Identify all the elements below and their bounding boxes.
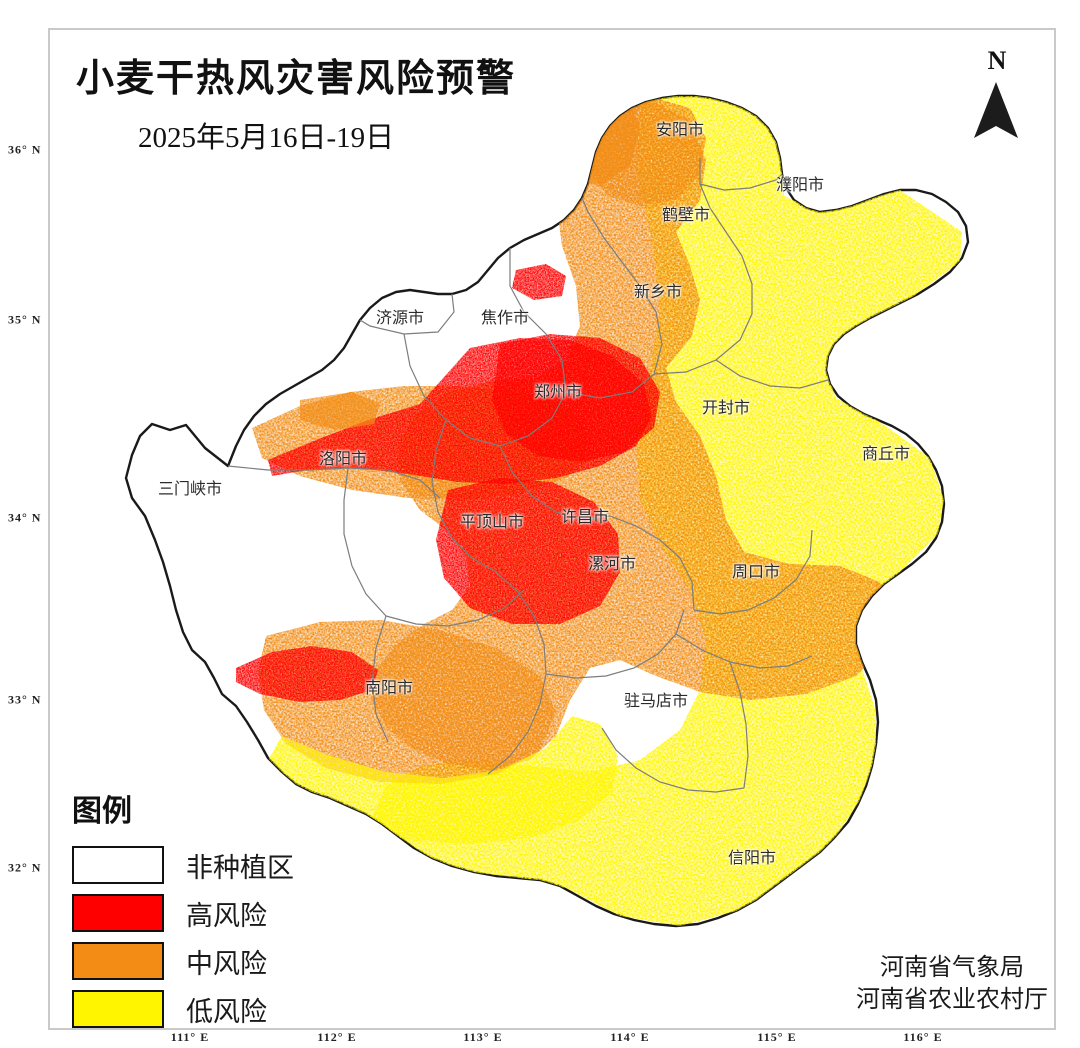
legend-title: 图例: [72, 794, 132, 829]
high-risk-zone-pingdingshan: [436, 478, 620, 624]
city-label-7: 开封市: [701, 398, 751, 417]
high-risk-zone-zhengzhou: [492, 334, 660, 462]
legend-swatch-high-risk: [72, 894, 164, 932]
legend-label-high-risk: 高风险: [186, 900, 267, 931]
north-arrow: N: [962, 48, 1032, 144]
latitude-tick-label: 36° N: [8, 142, 42, 157]
city-label-5: 焦作市: [480, 308, 530, 327]
longitude-tick-label: 112° E: [317, 1030, 357, 1044]
longitude-tick-label: 113° E: [463, 1030, 503, 1044]
legend-item-non-planting: 非种植区: [72, 844, 362, 886]
city-label-9: 商丘市: [861, 444, 911, 463]
prefecture-boundaries: [227, 158, 945, 793]
legend-swatch-medium-risk: [72, 942, 164, 980]
legend-label-low-risk: 低风险: [186, 996, 267, 1027]
attribution-line-2: 河南省农业农村厅: [856, 987, 1048, 1014]
city-label-1: 濮阳市: [775, 175, 825, 194]
city-label-12: 许昌市: [560, 507, 610, 526]
city-label-15: 南阳市: [364, 678, 414, 697]
city-label-17: 信阳市: [727, 848, 777, 867]
attribution: 河南省气象局 河南省农业农村厅: [856, 952, 1048, 1017]
city-label-11: 平顶山市: [459, 512, 525, 531]
high-risk-zone-jiaozuo: [512, 264, 566, 300]
legend-label-medium-risk: 中风险: [186, 948, 267, 979]
city-label-8: 洛阳市: [318, 449, 368, 468]
city-label-16: 驻马店市: [623, 691, 689, 710]
high-risk-zone-southwest-patch: [236, 646, 378, 702]
city-label-6: 郑州市: [533, 382, 583, 401]
city-label-10: 三门峡市: [157, 479, 223, 498]
latitude-tick-label: 35° N: [8, 312, 42, 327]
legend-item-medium-risk: 中风险: [72, 940, 362, 982]
longitude-tick-label: 114° E: [610, 1030, 650, 1044]
latitude-tick-label: 33° N: [8, 692, 42, 707]
city-label-3: 新乡市: [633, 282, 683, 301]
city-label-14: 周口市: [731, 562, 781, 581]
longitude-tick-label: 111° E: [170, 1030, 210, 1044]
legend-swatch-low-risk: [72, 990, 164, 1028]
latitude-tick-label: 34° N: [8, 510, 42, 525]
legend-swatch-non-planting: [72, 846, 164, 884]
map-subtitle: 2025年5月16日-19日: [138, 121, 395, 154]
legend-label-non-planting: 非种植区: [186, 852, 294, 883]
attribution-line-1: 河南省气象局: [880, 955, 1024, 981]
longitude-tick-label: 115° E: [757, 1030, 797, 1044]
longitude-tick-label: 116° E: [903, 1030, 943, 1044]
legend-item-high-risk: 高风险: [72, 892, 362, 934]
city-label-4: 济源市: [375, 308, 425, 327]
north-arrow-icon: [974, 82, 1018, 138]
latitude-tick-label: 32° N: [8, 860, 42, 875]
page-title: 小麦干热风灾害风险预警: [76, 56, 517, 100]
title-block: 小麦干热风灾害风险预警 2025年5月16日-19日: [76, 56, 596, 156]
legend: 图例 非种植区 高风险 中风险 低风险: [72, 786, 362, 1036]
city-label-2: 鹤壁市: [661, 205, 711, 224]
city-label-13: 漯河市: [587, 554, 637, 573]
legend-item-low-risk: 低风险: [72, 988, 362, 1030]
city-label-0: 安阳市: [655, 120, 705, 139]
north-label: N: [987, 46, 1007, 75]
